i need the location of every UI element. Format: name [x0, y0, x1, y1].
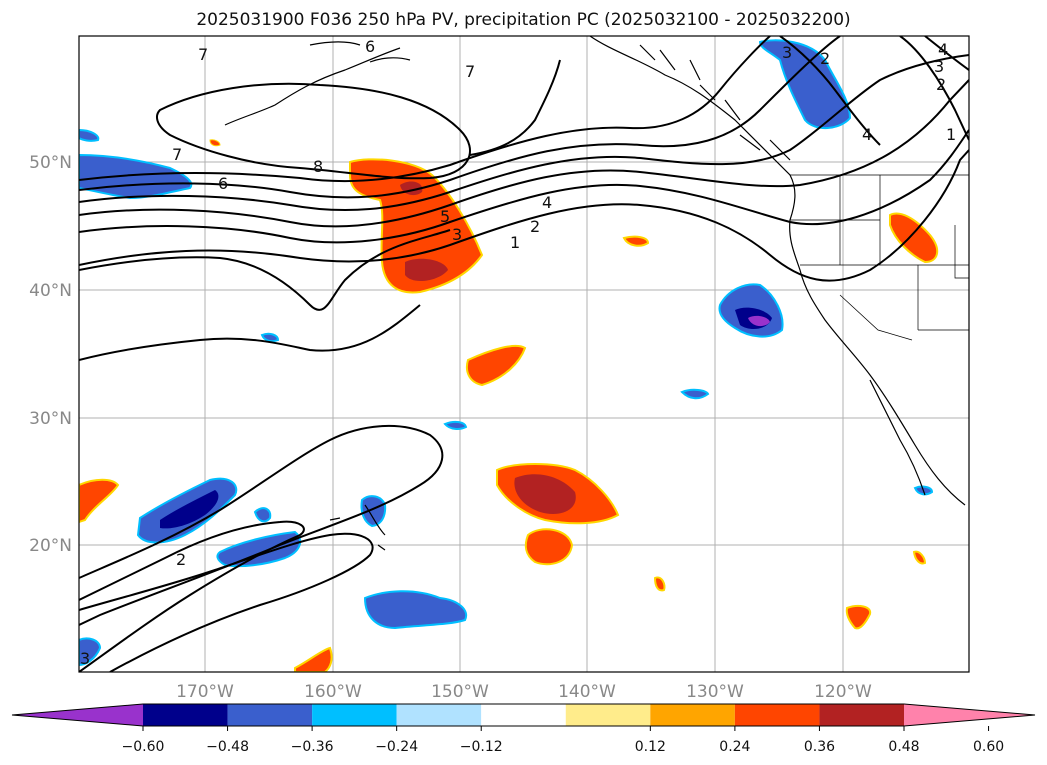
lon-label: 170°W [176, 682, 234, 702]
colorbar-segment [904, 704, 1035, 726]
lon-label: 150°W [431, 682, 489, 702]
lon-label: 160°W [304, 682, 362, 702]
colorbar-segment [227, 704, 313, 726]
lat-label: 50°N [29, 153, 72, 173]
longitude-labels: 170°W 160°W 150°W 140°W 130°W 120°W [176, 682, 872, 702]
lat-label: 40°N [29, 281, 72, 301]
contour-label: 1 [510, 233, 520, 252]
contour-label: 6 [365, 37, 375, 56]
gridlines [79, 36, 969, 672]
map-border [78, 35, 970, 673]
lon-label: 120°W [814, 682, 872, 702]
precip-negative-patch [363, 590, 468, 630]
contour-label: 1 [946, 125, 956, 144]
contour-label: 7 [198, 45, 208, 64]
precip-positive-patch [889, 212, 939, 264]
contour-label: 3 [934, 57, 944, 76]
colorbar-segment [312, 704, 397, 726]
contour-label: 2 [176, 550, 186, 569]
lon-label: 140°W [558, 682, 616, 702]
pv-contours [79, 36, 969, 672]
colorbar-segment [12, 704, 143, 726]
state-borders [790, 174, 969, 341]
contour-label: 3 [80, 649, 90, 668]
map-title: 2025031900 F036 250 hPa PV, precipitatio… [196, 10, 851, 30]
colorbar-tick-label: −0.48 [206, 739, 249, 755]
contour-label: 7 [465, 62, 475, 81]
colorbar-segment [565, 704, 651, 726]
contour-label: 8 [313, 157, 323, 176]
colorbar-segment [734, 704, 820, 726]
contour-label: 6 [218, 174, 228, 193]
colorbar-segment [650, 704, 735, 726]
colorbar-tick-label: −0.24 [375, 739, 418, 755]
colorbar-segment [481, 704, 566, 726]
colorbar-segment [143, 704, 228, 726]
contour-labels: 7 6 7 4 3 2 2 3 1 4 7 8 6 5 3 1 2 4 2 3 [80, 37, 956, 668]
contour-label: 5 [440, 207, 450, 226]
colorbar: −0.60 −0.48 −0.36 −0.24 −0.12 0.12 0.24 0.36 0.4… [11, 703, 1036, 755]
colorbar-tick-label: 0.12 [635, 739, 666, 755]
colorbar-tick-label: 0.60 [973, 739, 1004, 755]
contour-label: 4 [938, 40, 948, 59]
lat-label: 30°N [29, 409, 72, 429]
colorbar-tick-label: 0.24 [719, 739, 750, 755]
contour-label: 2 [936, 75, 946, 94]
contour-label: 2 [820, 49, 830, 68]
contour-label: 4 [542, 193, 552, 212]
colorbar-tick-label: −0.12 [460, 739, 503, 755]
lat-label: 20°N [29, 536, 72, 556]
latitude-labels: 50°N 40°N 30°N 20°N [29, 153, 72, 556]
colorbar-tick-label: −0.36 [291, 739, 334, 755]
lon-label: 130°W [686, 682, 744, 702]
contour-label: 3 [782, 43, 792, 62]
precip-negative-patch [216, 530, 302, 568]
colorbar-segment [396, 704, 482, 726]
colorbar-tick-label: 0.36 [804, 739, 835, 755]
contour-label: 2 [530, 217, 540, 236]
contour-label: 4 [862, 125, 872, 144]
contour-label: 7 [172, 145, 182, 164]
contour-label: 3 [452, 225, 462, 244]
colorbar-tick-label: 0.48 [888, 739, 919, 755]
colorbar-segment [819, 704, 904, 726]
precip-positive-patch [465, 344, 527, 387]
coastlines [224, 36, 966, 551]
colorbar-tick-label: −0.60 [122, 739, 165, 755]
